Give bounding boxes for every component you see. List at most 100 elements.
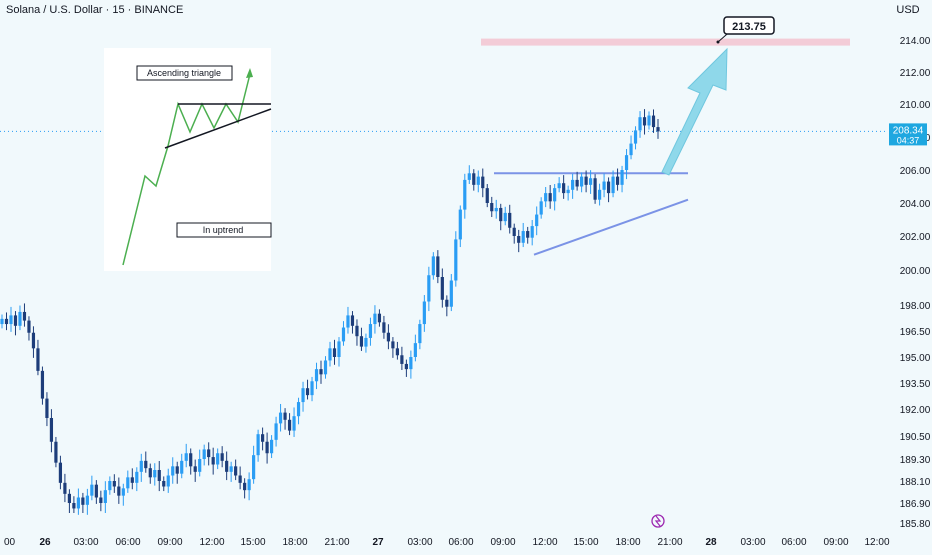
- candle-body: [436, 256, 440, 277]
- target-label: 213.75: [732, 21, 766, 33]
- candle-body: [593, 178, 597, 200]
- candle-body: [499, 207, 503, 222]
- x-tick-label: 09:00: [823, 537, 848, 548]
- candle-body: [184, 453, 188, 461]
- candle-body: [535, 214, 539, 227]
- candle-body: [207, 449, 211, 458]
- candle-body: [220, 453, 224, 461]
- x-tick-label: 15:00: [573, 537, 598, 548]
- y-tick-label: 190.50: [900, 432, 931, 443]
- candle-body: [332, 348, 337, 357]
- x-tick-label: 18:00: [615, 537, 640, 548]
- x-tick-label: 21:00: [657, 537, 682, 548]
- candle-body: [409, 357, 413, 370]
- candle-body: [404, 363, 408, 370]
- candle-body: [431, 256, 435, 276]
- y-tick-label: 210.00: [900, 100, 931, 111]
- candle-body: [364, 337, 368, 347]
- candle-body: [557, 183, 561, 189]
- candle-body: [544, 193, 548, 202]
- candle-body: [0, 318, 4, 325]
- candle-body: [256, 434, 260, 456]
- candle-body: [647, 115, 651, 126]
- candle-body: [467, 173, 471, 180]
- candle-body: [81, 497, 85, 505]
- candle-body: [494, 207, 498, 212]
- candle-body: [171, 466, 175, 476]
- candle-body: [400, 355, 404, 364]
- candle-body: [54, 441, 58, 463]
- price-tag: [889, 123, 927, 146]
- x-tick-label: 27: [372, 537, 384, 548]
- candle-body: [175, 466, 179, 474]
- candle-body: [72, 503, 76, 509]
- candle-body: [85, 495, 89, 505]
- candle-body: [121, 488, 125, 496]
- y-tick-label: 202.00: [900, 232, 931, 243]
- candle-body: [485, 188, 489, 203]
- candle-body: [144, 460, 148, 469]
- candle-body: [265, 441, 269, 454]
- candle-body: [103, 490, 107, 503]
- candle-body: [620, 170, 624, 185]
- candle-body: [252, 455, 256, 480]
- candle-body: [216, 453, 220, 465]
- candle-body: [238, 475, 242, 483]
- candle-body: [126, 477, 130, 489]
- candle-body: [261, 434, 265, 442]
- candle-body: [45, 398, 49, 418]
- candle-body: [539, 201, 543, 215]
- x-tick-label: 06:00: [448, 537, 473, 548]
- lightning-icon: [654, 515, 662, 527]
- candle-body: [440, 277, 444, 300]
- support-line: [533, 198, 689, 256]
- inset-subtitle: In uptrend: [203, 225, 244, 235]
- candle-body: [90, 484, 94, 496]
- candle-body: [413, 343, 417, 357]
- x-tick-label: 06:00: [781, 537, 806, 548]
- candle-body: [382, 322, 386, 333]
- candle-body: [31, 332, 36, 349]
- candle-body: [633, 130, 638, 144]
- candle-body: [314, 369, 319, 382]
- candle-body: [58, 462, 63, 483]
- candle-body: [305, 388, 310, 396]
- candle-body: [395, 348, 399, 356]
- candle-body: [418, 324, 422, 344]
- candle-body: [296, 402, 301, 417]
- candle-body: [328, 348, 332, 361]
- x-tick-label: 03:00: [407, 537, 432, 548]
- candle-body: [373, 313, 377, 325]
- candle-body: [580, 176, 584, 187]
- candle-body: [319, 369, 323, 375]
- candle-body: [112, 481, 116, 487]
- inset-arrow-head: [246, 68, 253, 78]
- symbol-title[interactable]: Solana / U.S. Dollar · 15 · BINANCE: [6, 4, 184, 16]
- x-tick-label: 26: [39, 537, 51, 548]
- y-tick-label: 185.80: [900, 519, 931, 530]
- candle-body: [9, 315, 13, 325]
- candle-body: [193, 466, 197, 472]
- candle-body: [584, 176, 588, 185]
- candle-body: [526, 231, 530, 238]
- x-tick-label: 12:00: [199, 537, 224, 548]
- candle-body: [476, 176, 480, 185]
- candle-body: [521, 231, 525, 243]
- x-tick-label: 09:00: [490, 537, 515, 548]
- x-tick-label: 00: [4, 537, 16, 548]
- currency-label[interactable]: USD: [896, 4, 920, 16]
- y-tick-label: 200.00: [900, 266, 931, 277]
- candle-body: [99, 497, 103, 503]
- candle-body: [94, 484, 98, 498]
- candle-body: [27, 320, 31, 333]
- candle-body: [40, 370, 45, 399]
- candle-body: [301, 388, 305, 403]
- candle-body: [481, 176, 485, 189]
- y-tick-label: 198.00: [900, 301, 931, 312]
- y-tick-label: 195.00: [900, 353, 931, 364]
- candle-body: [422, 301, 426, 325]
- candle-body: [589, 178, 593, 185]
- candle-body: [454, 239, 458, 281]
